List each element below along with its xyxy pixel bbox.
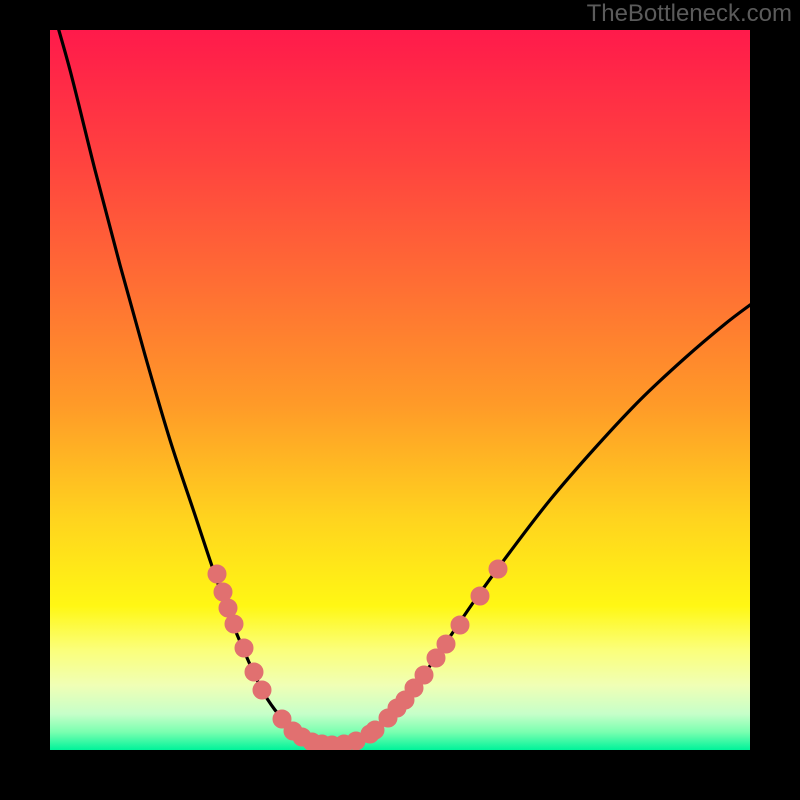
curve-marker [489, 560, 507, 578]
curve-marker [451, 616, 469, 634]
curve-marker [245, 663, 263, 681]
curve-marker [253, 681, 271, 699]
curve-marker [219, 599, 237, 617]
curve-marker [208, 565, 226, 583]
curve-marker [471, 587, 489, 605]
curve-marker [235, 639, 253, 657]
curve-marker [225, 615, 243, 633]
curve-marker [415, 666, 433, 684]
watermark-text: TheBottleneck.com [587, 0, 792, 28]
bottleneck-chart [0, 0, 800, 800]
curve-marker [214, 583, 232, 601]
curve-marker [437, 635, 455, 653]
chart-stage: TheBottleneck.com [0, 0, 800, 800]
